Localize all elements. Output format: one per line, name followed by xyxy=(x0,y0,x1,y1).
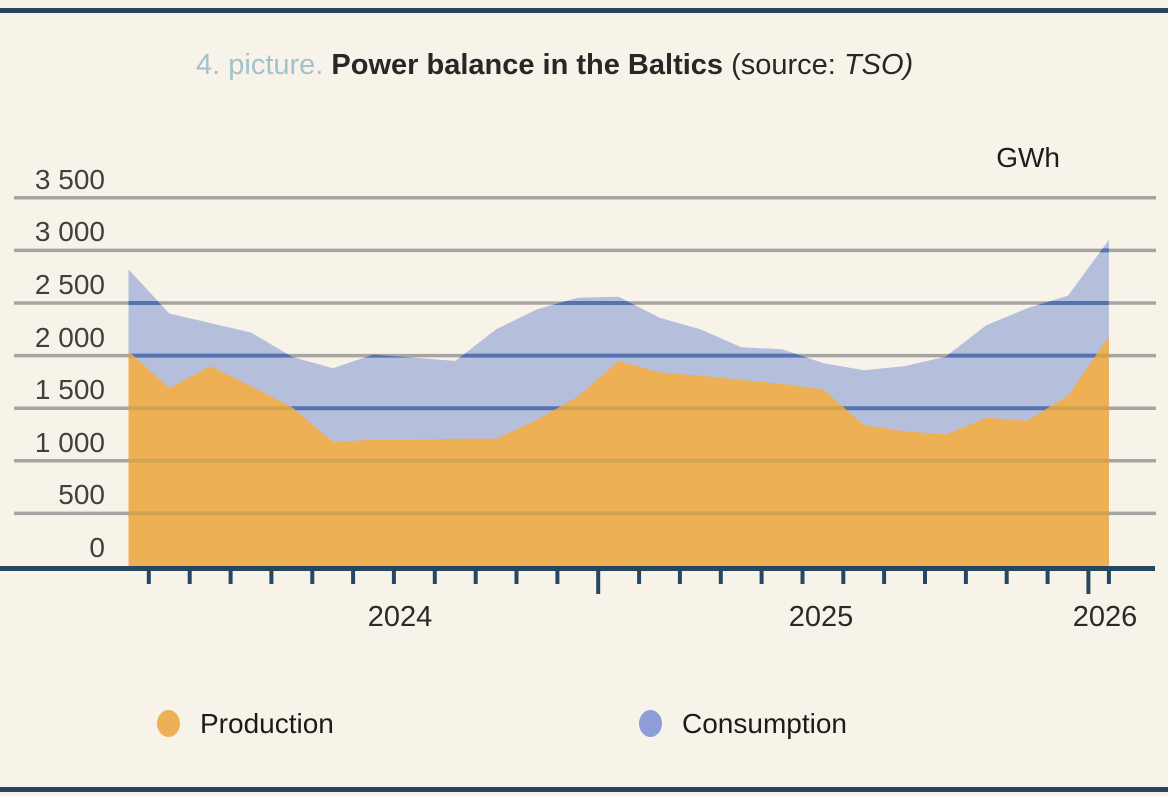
y-axis-unit-label: GWh xyxy=(996,142,1060,173)
y-axis-label-2500: 2 500 xyxy=(34,269,105,300)
title-number: 4. picture. xyxy=(196,49,324,81)
x-axis-label-2026: 2026 xyxy=(1072,601,1138,633)
legend-label: Production xyxy=(200,708,334,739)
x-axis-label-2025: 2025 xyxy=(788,601,854,633)
production-area xyxy=(128,336,1109,566)
production-legend-dot-icon xyxy=(157,710,180,737)
y-axis-label-0: 0 xyxy=(89,532,105,563)
title-source-label: (source: xyxy=(731,49,836,81)
chart-title: 4. picture. Power balance in the Baltics… xyxy=(196,49,1156,82)
bottom-rule xyxy=(0,787,1168,792)
y-axis-label-1000: 1 000 xyxy=(34,427,105,458)
legend-label: Consumption xyxy=(682,708,847,739)
title-source-name: TSO) xyxy=(843,49,914,81)
y-axis-label-3000: 3 000 xyxy=(34,216,105,247)
chart-legend: Production Consumption xyxy=(0,702,1168,746)
title-main: Power balance in the Baltics xyxy=(331,49,724,81)
legend-item-consumption: Consumption xyxy=(639,702,939,746)
y-axis-label-2000: 2 000 xyxy=(34,322,105,353)
legend-item-production: Production xyxy=(157,702,457,746)
y-axis-label-500: 500 xyxy=(58,479,105,510)
top-rule xyxy=(0,8,1168,13)
x-axis-label-2024: 2024 xyxy=(367,601,433,633)
y-axis-label-1500: 1 500 xyxy=(34,374,105,405)
y-axis-label-3500: 3 500 xyxy=(34,164,105,195)
consumption-legend-dot-icon xyxy=(639,710,662,737)
